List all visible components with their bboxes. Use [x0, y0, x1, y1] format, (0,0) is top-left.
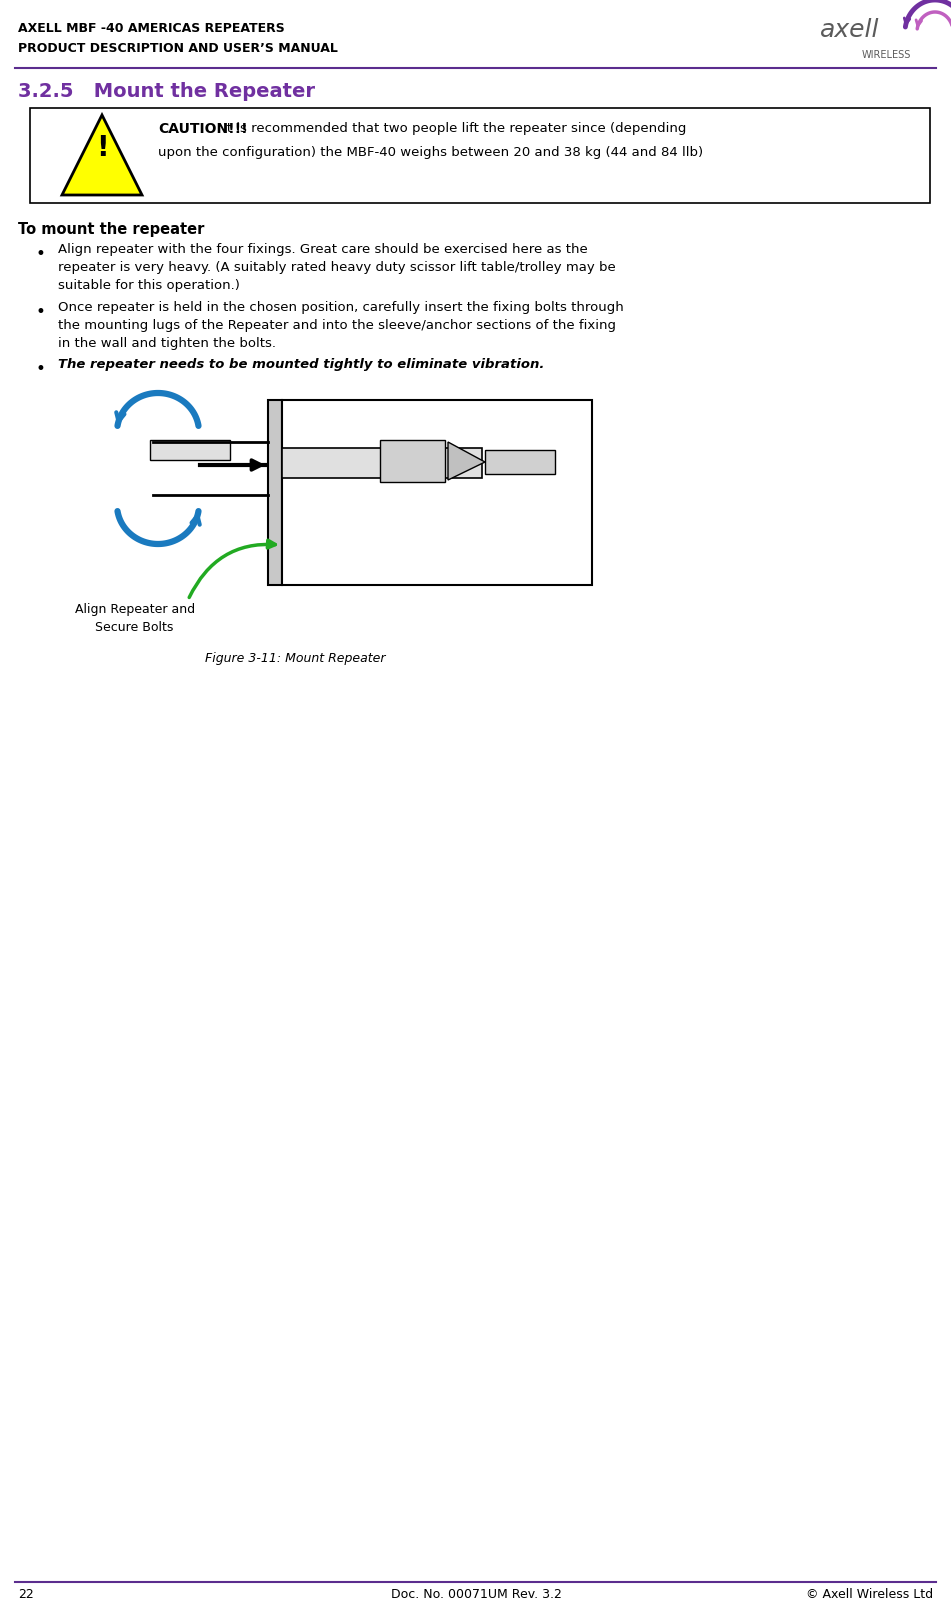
Text: !: ! — [96, 133, 108, 162]
FancyBboxPatch shape — [485, 449, 555, 473]
Text: Secure Bolts: Secure Bolts — [95, 621, 173, 634]
Text: Align repeater with the four fixings. Great care should be exercised here as the: Align repeater with the four fixings. Gr… — [58, 242, 588, 257]
FancyBboxPatch shape — [268, 400, 282, 584]
Text: suitable for this operation.): suitable for this operation.) — [58, 279, 240, 292]
Text: Once repeater is held in the chosen position, carefully insert the fixing bolts : Once repeater is held in the chosen posi… — [58, 302, 624, 315]
FancyBboxPatch shape — [150, 440, 230, 461]
Text: To mount the repeater: To mount the repeater — [18, 221, 204, 238]
Text: CAUTION!!!: CAUTION!!! — [158, 122, 247, 136]
Text: 3.2.5   Mount the Repeater: 3.2.5 Mount the Repeater — [18, 82, 315, 101]
Text: Figure 3-11: Mount Repeater: Figure 3-11: Mount Repeater — [205, 652, 385, 664]
Text: in the wall and tighten the bolts.: in the wall and tighten the bolts. — [58, 337, 276, 350]
Text: The repeater needs to be mounted tightly to eliminate vibration.: The repeater needs to be mounted tightly… — [58, 358, 544, 371]
Text: repeater is very heavy. (A suitably rated heavy duty scissor lift table/trolley : repeater is very heavy. (A suitably rate… — [58, 262, 615, 274]
FancyBboxPatch shape — [282, 448, 482, 478]
Text: Align Repeater and: Align Repeater and — [75, 603, 195, 616]
FancyBboxPatch shape — [380, 440, 445, 482]
Text: upon the configuration) the MBF-40 weighs between 20 and 38 kg (44 and 84 llb): upon the configuration) the MBF-40 weigh… — [158, 146, 703, 159]
Text: •: • — [35, 303, 45, 321]
Text: 22: 22 — [18, 1587, 33, 1602]
FancyBboxPatch shape — [282, 400, 592, 584]
Text: WIRELESS: WIRELESS — [862, 50, 911, 59]
Polygon shape — [448, 441, 485, 480]
Text: © Axell Wireless Ltd: © Axell Wireless Ltd — [805, 1587, 933, 1602]
Text: •: • — [35, 360, 45, 379]
Text: axell: axell — [820, 18, 880, 42]
Text: •: • — [35, 246, 45, 263]
Text: It is recommended that two people lift the repeater since (depending: It is recommended that two people lift t… — [223, 122, 687, 135]
Polygon shape — [62, 116, 142, 194]
Text: Doc. No. 00071UM Rev. 3.2: Doc. No. 00071UM Rev. 3.2 — [391, 1587, 561, 1602]
Text: AXELL MBF -40 AMERICAS REPEATERS: AXELL MBF -40 AMERICAS REPEATERS — [18, 22, 284, 35]
Text: the mounting lugs of the Repeater and into the sleeve/anchor sections of the fix: the mounting lugs of the Repeater and in… — [58, 319, 616, 332]
Text: PRODUCT DESCRIPTION AND USER’S MANUAL: PRODUCT DESCRIPTION AND USER’S MANUAL — [18, 42, 338, 55]
FancyBboxPatch shape — [30, 108, 930, 202]
